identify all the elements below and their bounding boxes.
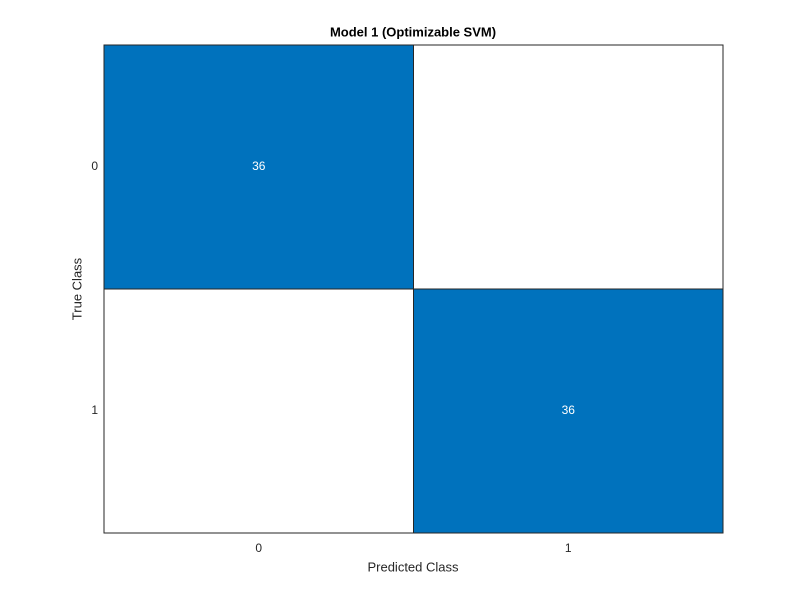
cell	[413, 44, 724, 290]
cell-label: 36	[562, 403, 576, 417]
y-axis-label: True Class	[69, 257, 84, 320]
y-tick-label: 0	[91, 159, 98, 173]
cell	[103, 288, 414, 534]
chart-title: Model 1 (Optimizable SVM)	[330, 24, 496, 39]
cell	[103, 44, 414, 290]
y-tick-label: 1	[91, 403, 98, 417]
x-tick-label: 0	[255, 541, 262, 555]
x-tick-label: 1	[565, 541, 572, 555]
cell-label: 36	[252, 159, 266, 173]
cell	[413, 288, 724, 534]
x-axis-label: Predicted Class	[367, 559, 459, 574]
